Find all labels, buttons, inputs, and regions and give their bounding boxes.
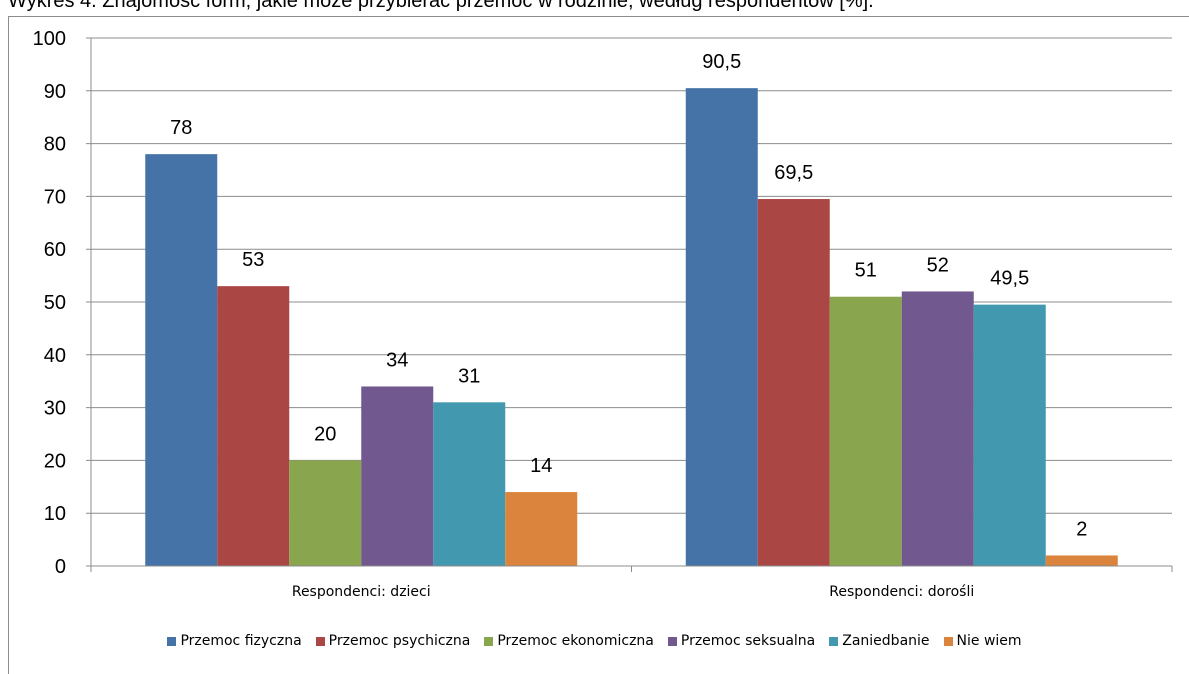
bar [973,304,1046,566]
y-tick-label: 100 [33,28,66,50]
data-label: 69,5 [774,162,813,184]
data-label: 14 [530,455,552,477]
legend-label: Zaniedbanie [842,633,930,649]
y-tick-label: 40 [44,345,66,367]
legend-label: Przemoc fizyczna [180,633,302,649]
y-axis-ticks: 0 10 20 30 40 50 60 70 80 90 100 [33,28,66,578]
legend-label: Przemoc ekonomiczna [497,633,654,649]
data-label: 53 [242,249,264,271]
legend-swatch [167,636,177,646]
y-tick-label: 90 [44,81,66,103]
legend-item: Przemoc fizyczna [167,633,302,649]
data-label: 2 [1076,518,1087,540]
y-tick-label: 30 [44,398,66,420]
legend-swatch [315,636,325,646]
bars [145,88,1118,567]
bar [1045,555,1118,566]
legend-label: Przemoc seksualna [680,633,816,649]
bar [433,402,506,566]
y-tick-label: 20 [44,450,66,472]
legend-item: Przemoc psychiczna [315,633,471,649]
y-tick-label: 50 [44,292,66,314]
bar [361,386,434,566]
y-tick-label: 10 [44,503,66,525]
y-tick-label: 80 [44,134,66,156]
y-tick-label: 0 [55,556,66,578]
legend: Przemoc fizyczna Przemoc psychiczna Przemo… [0,633,1189,649]
category-label: Respondenci: dorośli [829,584,974,600]
legend-label: Nie wiem [956,633,1022,649]
data-label: 49,5 [990,268,1029,290]
data-label: 20 [314,423,336,445]
legend-item: Zaniedbanie [829,633,930,649]
legend-item: Przemoc ekonomiczna [484,633,654,649]
data-label: 90,5 [702,51,741,73]
legend-swatch [667,636,677,646]
bar [901,291,974,566]
legend-swatch [943,636,953,646]
bar [505,492,578,566]
legend-label: Przemoc psychiczna [328,633,471,649]
bar [829,296,902,566]
bar [757,199,830,567]
data-label: 34 [386,349,408,371]
chart-title: Wykres 4. Znajomość form, jakie może prz… [8,0,874,12]
category-labels: Respondenci: dzieci Respondenci: dorośli [292,584,974,600]
y-tick-label: 60 [44,239,66,261]
data-label: 51 [855,260,877,282]
chart-frame [8,16,1189,674]
legend-item: Nie wiem [943,633,1022,649]
x-axis [90,38,1173,572]
legend-item: Przemoc seksualna [667,633,816,649]
bar [217,286,290,566]
legend-swatch [484,636,494,646]
data-label: 78 [170,117,192,139]
bar [685,88,758,566]
data-labels: 78 53 20 34 31 14 90,5 69,5 51 52 49,5 2 [170,51,1087,540]
y-tick-label: 70 [44,186,66,208]
data-label: 52 [927,254,949,276]
data-label: 31 [458,365,480,387]
bar [145,154,218,566]
legend-swatch [829,636,839,646]
bar [289,460,362,566]
category-label: Respondenci: dzieci [292,584,431,600]
